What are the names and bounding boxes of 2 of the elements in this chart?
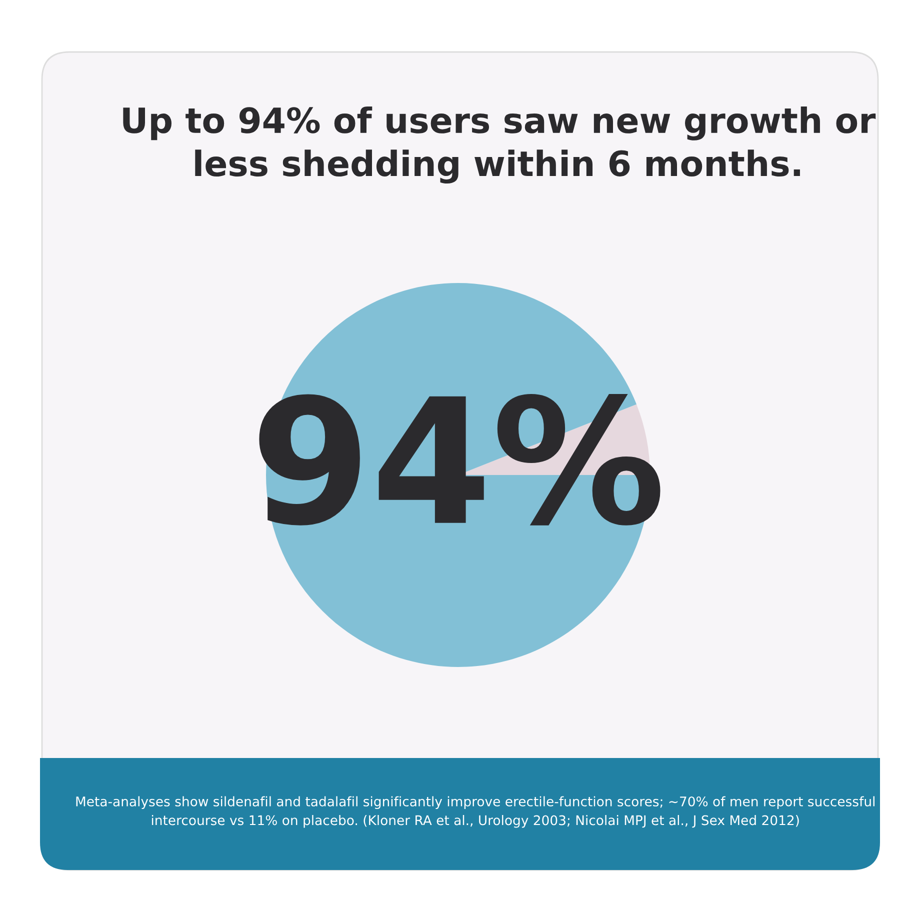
text: Meta-analyses show sildenafil and tadalafil significantly improve erectile-function scores; ~70% of men report successful intercourse vs 11% on placebo. (Kloner RA et al., Urology 2003; Nicolai MPJ et al., J Sex Med 2012) — [76, 796, 874, 828]
chart-title: Up to 94% of users saw new growth or less shedding within 6 months. — [123, 106, 876, 184]
